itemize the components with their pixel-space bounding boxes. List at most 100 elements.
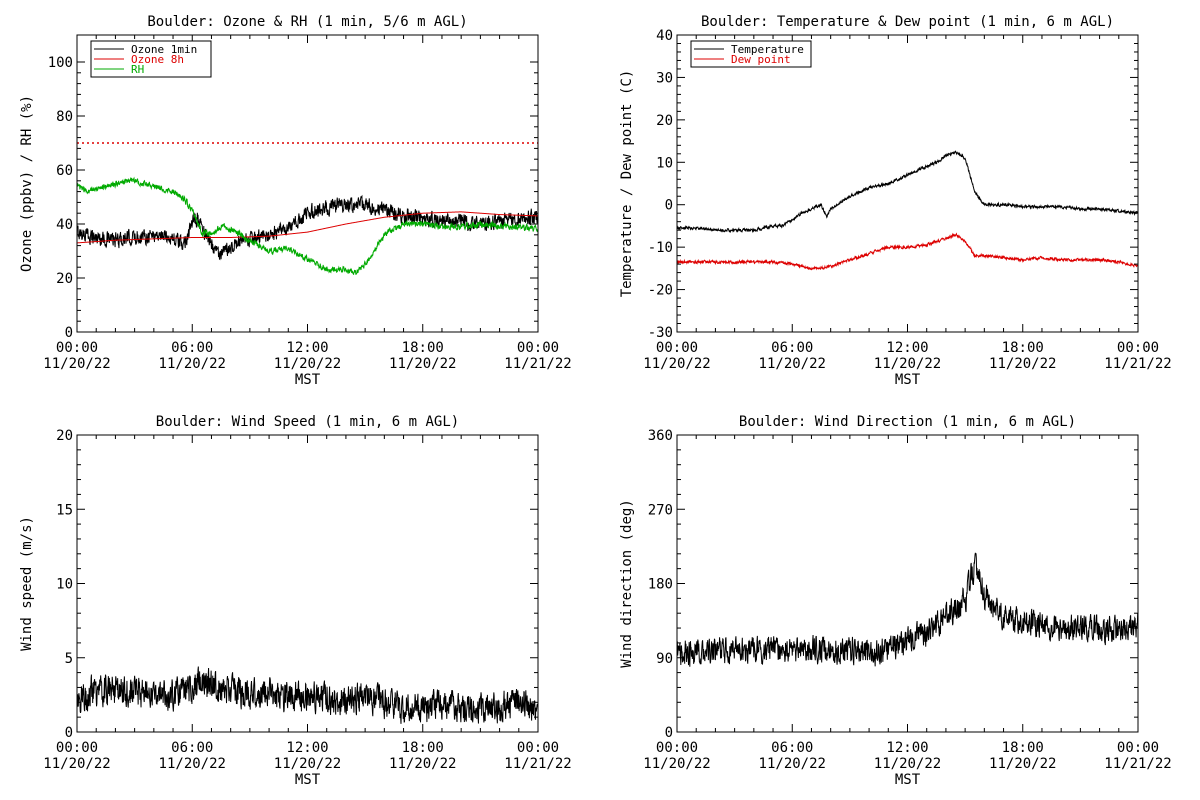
y-tick-label: 80	[56, 109, 73, 125]
chart-title: Boulder: Temperature & Dew point (1 min,…	[701, 14, 1114, 30]
y-tick-label: 0	[665, 725, 673, 741]
x-tick-date: 11/20/22	[643, 756, 710, 772]
x-tick-time: 18:00	[402, 740, 444, 756]
x-tick-date: 11/20/22	[989, 356, 1056, 372]
x-tick-date: 11/20/22	[389, 356, 456, 372]
x-tick-date: 11/21/22	[1104, 356, 1171, 372]
data-series-3	[77, 176, 538, 275]
chart-panel-4: Boulder: Wind Direction (1 min, 6 m AGL)…	[619, 414, 1172, 788]
x-tick-time: 00:00	[1117, 340, 1159, 356]
y-tick-label: -20	[648, 283, 673, 299]
y-tick-label: 5	[65, 651, 73, 667]
x-tick-time: 06:00	[171, 740, 213, 756]
y-axis-label: Temperature / Dew point (C)	[619, 70, 635, 298]
plot-frame	[676, 34, 1139, 333]
x-axis-label: MST	[895, 372, 921, 388]
x-tick-time: 12:00	[286, 740, 328, 756]
y-tick-label: 15	[56, 502, 73, 518]
x-tick-time: 00:00	[656, 340, 698, 356]
chart-panel-1: Boulder: Ozone & RH (1 min, 5/6 m AGL) 0 2…	[19, 14, 572, 388]
data-series-1	[77, 666, 538, 724]
x-tick-time: 00:00	[517, 740, 559, 756]
y-tick-label: 30	[656, 70, 673, 86]
legend-label: Temperature	[731, 43, 804, 56]
y-tick-label: 10	[656, 155, 673, 171]
chart-panel-3: Boulder: Wind Speed (1 min, 6 m AGL) 0 5 10…	[19, 414, 572, 788]
x-tick-time: 12:00	[286, 340, 328, 356]
x-tick-date: 11/20/22	[43, 356, 110, 372]
x-tick-date: 11/20/22	[274, 756, 341, 772]
x-axis-label: MST	[295, 772, 321, 788]
y-tick-label: 40	[656, 28, 673, 44]
series-group	[77, 666, 538, 724]
y-tick-label: 0	[665, 198, 673, 214]
x-tick-time: 12:00	[886, 340, 928, 356]
x-tick-date: 11/21/22	[504, 756, 571, 772]
y-tick-label: 20	[656, 113, 673, 129]
data-series-1	[677, 552, 1138, 667]
x-tick-date: 11/20/22	[989, 756, 1056, 772]
x-tick-date: 11/21/22	[504, 356, 571, 372]
y-axis-label: Wind direction (deg)	[619, 499, 635, 668]
x-tick-date: 11/20/22	[643, 356, 710, 372]
legend-label: Dew point	[731, 53, 791, 66]
x-axis-label: MST	[295, 372, 321, 388]
data-series-2	[77, 211, 538, 244]
x-tick-time: 18:00	[1002, 740, 1044, 756]
y-tick-label: -10	[648, 240, 673, 256]
x-tick-time: 00:00	[56, 740, 98, 756]
x-tick-date: 11/20/22	[874, 356, 941, 372]
y-tick-label: 0	[65, 325, 73, 341]
x-tick-date: 11/20/22	[389, 756, 456, 772]
x-axis-label: MST	[895, 772, 921, 788]
series-group	[677, 150, 1138, 271]
x-tick-date: 11/20/22	[874, 756, 941, 772]
data-series-1	[677, 150, 1138, 234]
x-tick-date: 11/21/22	[1104, 756, 1171, 772]
y-tick-label: 100	[48, 55, 73, 71]
legend-label: RH	[131, 63, 144, 76]
x-tick-date: 11/20/22	[43, 756, 110, 772]
y-tick-label: 90	[656, 651, 673, 667]
plot-frame	[676, 434, 1139, 733]
chart-title: Boulder: Ozone & RH (1 min, 5/6 m AGL)	[147, 14, 467, 30]
y-tick-label: 10	[56, 577, 73, 593]
x-tick-date: 11/20/22	[759, 756, 826, 772]
chart-title: Boulder: Wind Speed (1 min, 6 m AGL)	[156, 414, 459, 430]
x-tick-time: 18:00	[402, 340, 444, 356]
y-tick-label: 0	[65, 725, 73, 741]
series-group	[677, 552, 1138, 667]
x-tick-time: 06:00	[771, 740, 813, 756]
y-axis-label: Wind speed (m/s)	[19, 516, 35, 651]
data-series-2	[677, 232, 1138, 271]
y-tick-label: -30	[648, 325, 673, 341]
legend-label: Ozone 8h	[131, 53, 184, 66]
y-tick-label: 20	[56, 271, 73, 287]
y-tick-label: 360	[648, 428, 673, 444]
x-tick-time: 06:00	[771, 340, 813, 356]
x-tick-time: 06:00	[171, 340, 213, 356]
y-tick-label: 270	[648, 502, 673, 518]
legend-label: Ozone 1min	[131, 43, 197, 56]
x-tick-date: 11/20/22	[759, 356, 826, 372]
x-tick-time: 00:00	[56, 340, 98, 356]
chart-panel-2: Boulder: Temperature & Dew point (1 min,…	[619, 14, 1172, 388]
series-group	[77, 176, 538, 275]
x-tick-time: 00:00	[1117, 740, 1159, 756]
x-tick-time: 18:00	[1002, 340, 1044, 356]
y-axis-label: Ozone (ppbv) / RH (%)	[19, 95, 35, 272]
legend-box	[690, 40, 812, 68]
x-tick-date: 11/20/22	[274, 356, 341, 372]
y-tick-label: 40	[56, 217, 73, 233]
y-tick-label: 20	[56, 428, 73, 444]
x-tick-date: 11/20/22	[159, 356, 226, 372]
chart-title: Boulder: Wind Direction (1 min, 6 m AGL)	[739, 414, 1076, 430]
x-tick-time: 12:00	[886, 740, 928, 756]
y-tick-label: 60	[56, 163, 73, 179]
x-tick-time: 00:00	[517, 340, 559, 356]
y-tick-label: 180	[648, 577, 673, 593]
x-tick-date: 11/20/22	[159, 756, 226, 772]
